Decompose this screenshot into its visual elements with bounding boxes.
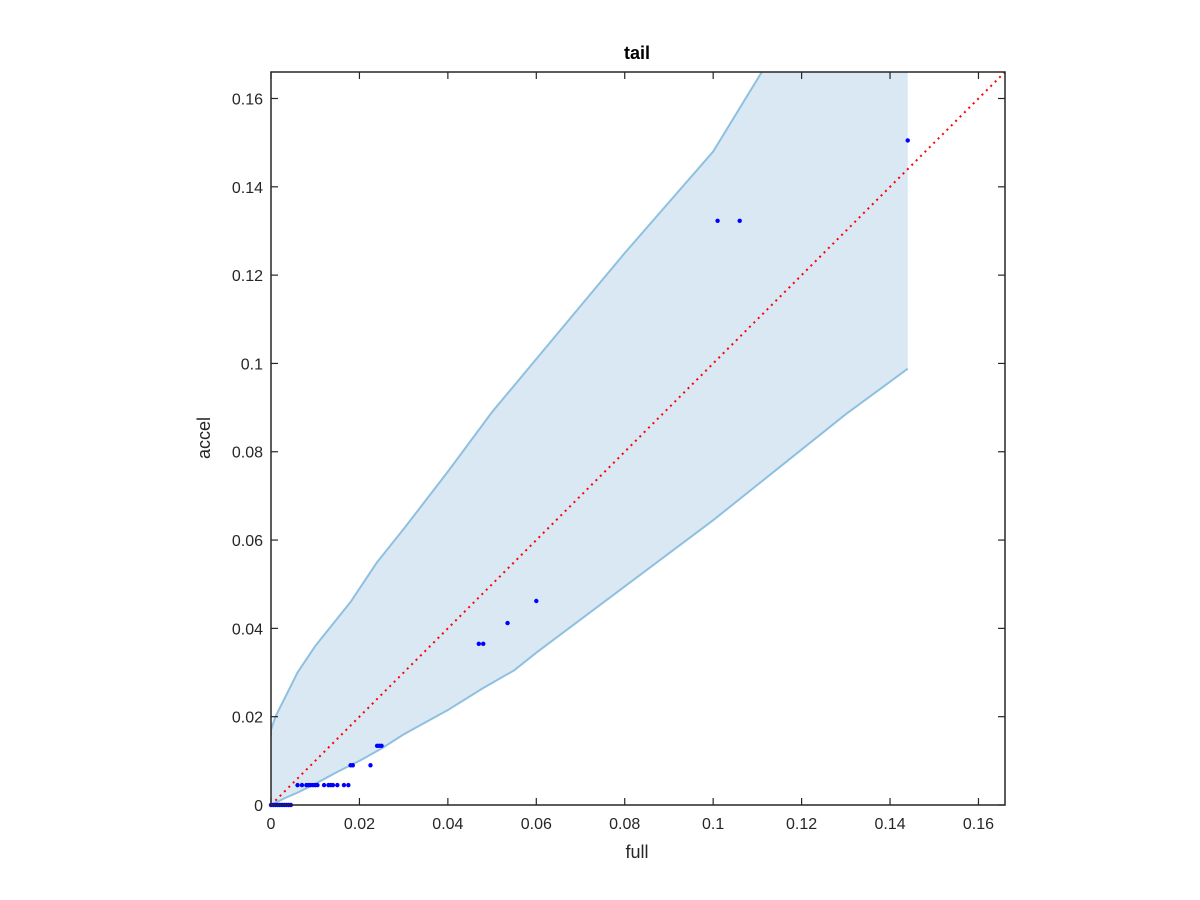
y-tick-label: 0	[254, 798, 263, 815]
axes: 0 0.02 0.04 0.06 0.08 0.1 0.12 0.14 0.16 0 0.02 0.0…	[232, 71, 1006, 833]
x-tick-label: 0.04	[432, 816, 463, 833]
y-tick-label: 0.12	[232, 268, 263, 285]
band-upper-edge	[271, 72, 763, 737]
data-point	[905, 138, 910, 143]
data-point	[505, 620, 510, 626]
x-tick-label: 0.16	[963, 816, 994, 833]
data-point	[379, 743, 384, 749]
y-axis-label: accel	[194, 417, 214, 459]
x-tick-label: 0.12	[786, 816, 817, 833]
chart-title: tail	[624, 43, 650, 63]
data-point	[737, 218, 742, 224]
data-point	[299, 782, 305, 788]
data-point	[476, 641, 482, 647]
band-lower-edge	[271, 367, 909, 805]
x-tick-label: 0.08	[609, 816, 640, 833]
data-point	[368, 763, 373, 768]
plot-area	[268, 72, 1005, 808]
data-point	[295, 782, 300, 788]
data-point	[335, 782, 340, 788]
y-tick-label: 0.06	[232, 533, 263, 550]
data-point	[315, 782, 320, 788]
x-tick-label: 0.14	[874, 816, 905, 833]
x-tick-label: 0.1	[702, 816, 724, 833]
y-tick-label: 0.16	[232, 91, 263, 108]
data-point	[715, 218, 720, 224]
x-tick-label: 0.06	[521, 816, 552, 833]
data-point	[350, 763, 356, 768]
data-point	[341, 782, 347, 788]
y-tick-label: 0.02	[232, 710, 263, 727]
plot-content	[271, 72, 1005, 805]
y-tick-label: 0.1	[241, 356, 263, 373]
data-point	[534, 598, 539, 604]
axes-box	[270, 71, 1006, 806]
x-axis-label: full	[625, 842, 648, 862]
x-tick-label: 0.02	[344, 816, 375, 833]
x-tick-label: 0	[267, 816, 276, 833]
y-tick-label: 0.04	[232, 621, 263, 638]
data-point	[330, 782, 336, 788]
y-tick-label: 0.14	[232, 180, 263, 197]
data-point	[346, 782, 351, 788]
data-point	[481, 641, 486, 647]
data-point	[321, 782, 327, 788]
confidence-band	[271, 72, 908, 805]
y-tick-label: 0.08	[232, 445, 263, 462]
